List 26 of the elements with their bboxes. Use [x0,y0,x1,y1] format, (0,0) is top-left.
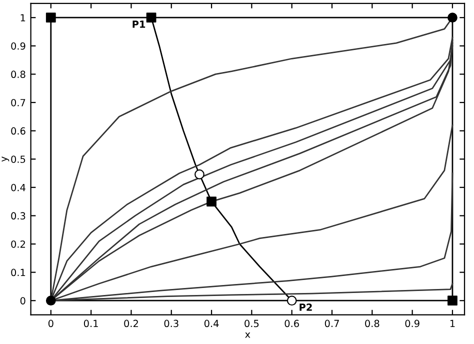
x-tick-label: 0.3 [164,320,178,328]
x-tick-label: 0.9 [405,320,420,328]
y-tick-label: 0.3 [11,212,26,220]
y-tick-label: 0.2 [11,240,25,248]
x-tick-label: 0.7 [324,320,339,328]
y-tick-label: 0.4 [11,184,26,192]
y-tick-label: 0.8 [11,70,26,78]
annotation: P2 [300,304,312,311]
x-tick-label: 0.2 [124,320,138,328]
y-tick-label: 0.5 [11,156,26,163]
y-tick-label: 0 [20,297,26,304]
x-tick-label: 0.1 [84,320,98,328]
annotation: P1 [132,20,146,28]
x-axis-title: x [245,332,250,338]
y-tick-label: 0.9 [11,42,26,50]
y-tick-label: 0.7 [11,98,26,106]
x-tick-label: 0.4 [204,320,219,328]
x-tick-label: 0 [48,320,54,328]
y-tick-label: 0.6 [11,127,26,135]
y-axis-title: y [2,156,10,162]
x-tick-label: 0.5 [244,320,259,328]
x-tick-label: 0.8 [365,320,380,328]
x-tick-label: 0.6 [284,320,299,328]
x-tick-label: 1 [450,320,455,328]
y-tick-label: 0.1 [11,268,26,276]
y-tick-label: 1 [20,14,26,22]
